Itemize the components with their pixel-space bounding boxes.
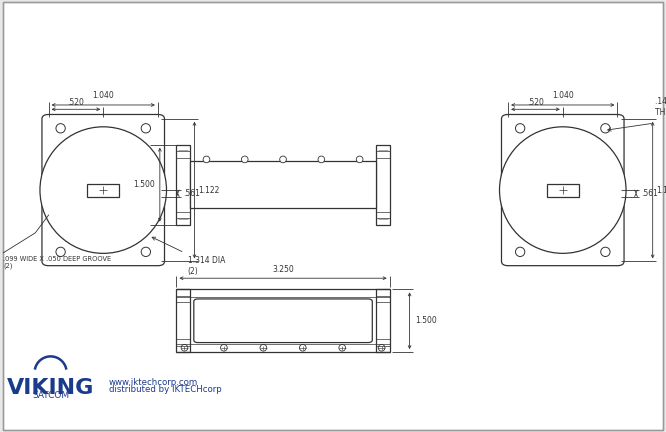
Bar bbox=[376, 145, 390, 225]
Ellipse shape bbox=[56, 247, 65, 257]
Ellipse shape bbox=[601, 124, 610, 133]
Text: 1.314 DIA
(2): 1.314 DIA (2) bbox=[188, 256, 225, 276]
Ellipse shape bbox=[241, 156, 248, 163]
Text: SATCOM: SATCOM bbox=[32, 391, 69, 400]
Text: 1.122: 1.122 bbox=[657, 186, 666, 194]
Ellipse shape bbox=[40, 127, 166, 253]
Ellipse shape bbox=[280, 156, 286, 163]
Ellipse shape bbox=[318, 156, 324, 163]
Text: 1.500: 1.500 bbox=[415, 316, 437, 325]
Bar bbox=[376, 289, 390, 352]
Bar bbox=[547, 184, 579, 197]
Text: .520: .520 bbox=[527, 98, 544, 107]
Text: 1.500: 1.500 bbox=[133, 180, 155, 189]
FancyBboxPatch shape bbox=[501, 114, 624, 266]
FancyBboxPatch shape bbox=[194, 299, 372, 343]
Ellipse shape bbox=[141, 124, 151, 133]
Text: .099 WIDE X .050 DEEP GROOVE
(2): .099 WIDE X .050 DEEP GROOVE (2) bbox=[3, 256, 111, 269]
Text: VIKING: VIKING bbox=[7, 378, 95, 397]
Bar bbox=[87, 184, 119, 197]
Bar bbox=[176, 289, 190, 352]
Text: .520: .520 bbox=[67, 98, 85, 107]
Text: 1.122: 1.122 bbox=[198, 186, 220, 194]
Text: .561: .561 bbox=[641, 189, 658, 198]
Ellipse shape bbox=[601, 247, 610, 257]
Ellipse shape bbox=[181, 344, 188, 351]
Ellipse shape bbox=[141, 247, 151, 257]
Text: www.iktechcorp.com: www.iktechcorp.com bbox=[109, 378, 198, 387]
Ellipse shape bbox=[300, 344, 306, 351]
Ellipse shape bbox=[500, 127, 626, 253]
Bar bbox=[176, 145, 190, 225]
Ellipse shape bbox=[56, 124, 65, 133]
FancyBboxPatch shape bbox=[42, 114, 165, 266]
Ellipse shape bbox=[515, 247, 525, 257]
Ellipse shape bbox=[339, 344, 346, 351]
Ellipse shape bbox=[260, 344, 266, 351]
Bar bbox=[190, 161, 376, 208]
Text: .144 DIA
THRU (8): .144 DIA THRU (8) bbox=[655, 97, 666, 117]
Text: 3.250: 3.250 bbox=[272, 265, 294, 274]
Ellipse shape bbox=[515, 124, 525, 133]
Text: .561: .561 bbox=[183, 189, 200, 198]
Text: 1.040: 1.040 bbox=[552, 91, 573, 100]
Ellipse shape bbox=[203, 156, 210, 163]
Text: 1.040: 1.040 bbox=[93, 91, 114, 100]
Ellipse shape bbox=[378, 344, 385, 351]
Ellipse shape bbox=[356, 156, 363, 163]
Text: distributed by IKTECHcorp: distributed by IKTECHcorp bbox=[109, 385, 221, 394]
Ellipse shape bbox=[220, 344, 227, 351]
